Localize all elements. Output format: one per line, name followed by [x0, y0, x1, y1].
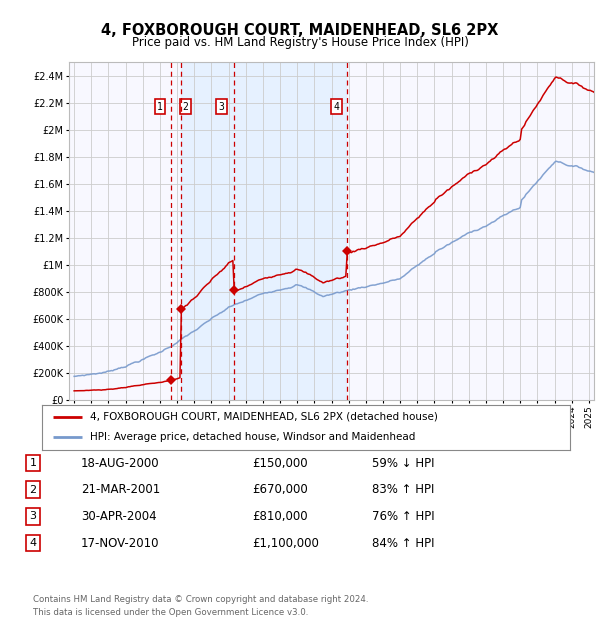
Text: 76% ↑ HPI: 76% ↑ HPI	[372, 510, 434, 523]
Text: £150,000: £150,000	[252, 457, 308, 469]
Text: 83% ↑ HPI: 83% ↑ HPI	[372, 484, 434, 496]
Text: 4: 4	[334, 102, 340, 112]
Text: 30-APR-2004: 30-APR-2004	[81, 510, 157, 523]
Text: 1: 1	[29, 458, 37, 468]
Text: 17-NOV-2010: 17-NOV-2010	[81, 537, 160, 549]
Text: 59% ↓ HPI: 59% ↓ HPI	[372, 457, 434, 469]
Text: 21-MAR-2001: 21-MAR-2001	[81, 484, 160, 496]
Text: 4: 4	[29, 538, 37, 548]
Text: Price paid vs. HM Land Registry's House Price Index (HPI): Price paid vs. HM Land Registry's House …	[131, 36, 469, 49]
Text: 2: 2	[183, 102, 188, 112]
Text: 3: 3	[219, 102, 224, 112]
Text: £670,000: £670,000	[252, 484, 308, 496]
Text: £810,000: £810,000	[252, 510, 308, 523]
Text: 18-AUG-2000: 18-AUG-2000	[81, 457, 160, 469]
Text: 4, FOXBOROUGH COURT, MAIDENHEAD, SL6 2PX: 4, FOXBOROUGH COURT, MAIDENHEAD, SL6 2PX	[101, 23, 499, 38]
Text: 2: 2	[29, 485, 37, 495]
Text: Contains HM Land Registry data © Crown copyright and database right 2024.
This d: Contains HM Land Registry data © Crown c…	[33, 595, 368, 617]
Text: £1,100,000: £1,100,000	[252, 537, 319, 549]
Text: 4, FOXBOROUGH COURT, MAIDENHEAD, SL6 2PX (detached house): 4, FOXBOROUGH COURT, MAIDENHEAD, SL6 2PX…	[89, 412, 437, 422]
Text: 84% ↑ HPI: 84% ↑ HPI	[372, 537, 434, 549]
Text: 3: 3	[29, 512, 37, 521]
Text: 1: 1	[157, 102, 163, 112]
Text: HPI: Average price, detached house, Windsor and Maidenhead: HPI: Average price, detached house, Wind…	[89, 432, 415, 443]
